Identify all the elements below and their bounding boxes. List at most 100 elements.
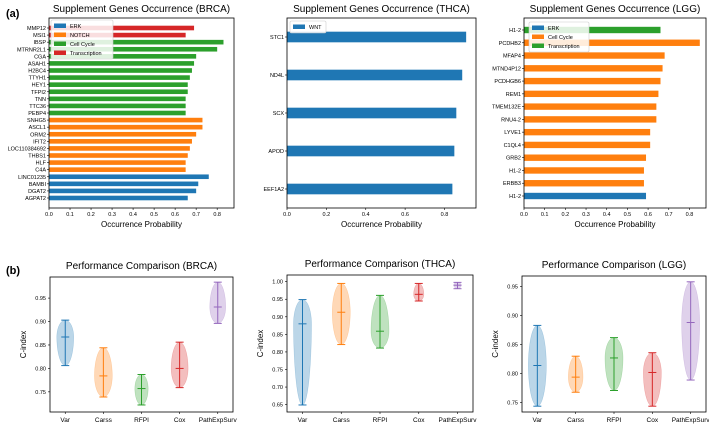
plot-frame [286,17,477,209]
x-axis-label: Occurrence Probability [101,220,182,229]
bar-c1ql4 [524,141,651,149]
x-tick-label: Carss [333,417,351,424]
x-tick-label: RFPI [373,417,388,424]
x-tick-label: 0.1 [66,212,74,218]
x-tick-label: RFPI [134,417,149,424]
bar-apod [287,145,455,157]
bar-msi1 [49,32,186,38]
x-axis-label: Occurrence Probability [341,220,422,229]
y-tick-label: 0.80 [272,350,283,356]
bar-nd4l [287,69,463,81]
x-tick-label: 0.0 [520,212,528,218]
x-tick-label: 0.8 [213,212,221,218]
y-tick-label: MTND4P12 [492,66,521,72]
bar-h2bc4 [49,68,192,73]
x-tick-label: 0.8 [686,212,694,218]
y-tick-label: 0.85 [272,332,283,338]
y-tick-label: HLF [36,161,47,167]
x-tick-label: 0.8 [441,212,449,218]
bar-hlf [49,160,186,165]
y-tick-label: 0.80 [35,366,46,372]
chart-title: Supplement Genes Occurrence (BRCA) [53,4,230,15]
chart-0: Supplement Genes Occurrence (BRCA) MMP12 M… [8,4,235,229]
legend-label: Cell Cycle [548,35,573,41]
legend-swatch [532,43,544,48]
bar-ttyh1 [49,75,190,80]
bar-rnu4-2 [524,116,657,123]
bar-grb2 [524,154,647,161]
x-tick-label: Cox [413,417,425,424]
y-tick-label: TMEM132E [492,105,521,111]
plot-frame [521,275,707,413]
y-tick-label: IFIT2 [33,139,46,145]
y-tick-label: STC1 [270,35,284,41]
y-axis-label: C-index [491,330,500,358]
chart-title: Supplement Genes Occurrence (THCA) [293,4,470,15]
bar-pcdhb2 [524,39,700,46]
bar-pcdhgb6 [524,77,661,85]
x-tick-label: 0.3 [108,212,116,218]
y-tick-label: APOD [268,149,284,155]
bar-mtrnr2l1 [49,46,218,52]
y-tick-label: SNHG5 [27,118,46,124]
y-tick-label: C1QL4 [504,143,521,149]
chart-5: Performance Comparison (LGG) Var Carss RFPI… [491,260,709,424]
y-tick-label: 0.75 [507,401,518,407]
x-tick-label: 0.6 [644,212,652,218]
y-tick-label: 1.00 [272,280,283,286]
y-tick-label: 0.75 [272,367,283,373]
y-tick-label: 0.65 [272,403,283,409]
y-tick-label: RNU4-2 [501,117,521,123]
y-tick-label: 0.95 [272,297,283,303]
bar-tfpi2 [49,89,188,95]
legend-label: WNT [309,25,322,31]
x-tick-label: Cox [647,417,659,424]
bar-hey1 [49,82,188,87]
x-tick-label: 0.4 [129,212,137,218]
bar-ascl1 [49,124,203,130]
x-tick-label: Carss [95,417,113,424]
bar-tnn [49,96,186,102]
bar-ibsp [49,39,224,45]
x-tick-label: 0.7 [192,212,200,218]
y-tick-label: LYVE1 [504,130,521,136]
x-tick-label: 0.3 [582,212,590,218]
plot-frame [523,17,707,209]
y-tick-label: ND4L [270,73,284,79]
bar-orm2 [49,131,197,137]
y-tick-label: MTRNR2L1 [17,47,46,53]
x-tick-label: PathExpSurv [672,417,709,424]
x-tick-label: Var [533,417,543,424]
legend [50,19,114,60]
chart-title: Supplement Genes Occurrence (LGG) [530,4,701,15]
y-axis-label: C-index [19,331,28,359]
y-tick-label: BAMBI [29,182,47,188]
bar-snhg5 [49,117,203,123]
bar-stc1 [287,31,467,43]
x-tick-label: Var [60,417,70,424]
bar-h1-2 [524,26,661,34]
chart-title: Performance Comparison (THCA) [305,259,456,270]
x-tick-label: 0.7 [665,212,673,218]
bar-cga [49,54,197,59]
x-tick-label: PathExpSurv [199,417,238,424]
y-tick-label: 0.95 [507,284,518,290]
legend-swatch [54,32,66,37]
y-tick-label: CGA [34,54,46,60]
bar-tmem132e [524,103,657,110]
plot-frame [48,17,235,209]
bar-erbb3 [524,180,644,187]
bar-ttc36 [49,103,186,109]
chart-title: Performance Comparison (LGG) [542,260,687,271]
bar-lyve1 [524,128,651,136]
y-tick-label: THBS1 [28,154,46,160]
legend-swatch [54,50,66,55]
x-tick-label: 0.1 [541,212,549,218]
legend-swatch [54,23,66,28]
y-tick-label: H1-2 [509,168,521,174]
y-tick-label: 0.85 [507,343,518,349]
x-tick-label: Cox [174,417,186,424]
y-tick-label: MMP12 [27,26,46,32]
chart-3: Performance Comparison (BRCA) Var Carss RFP… [19,261,237,424]
y-tick-label: PCDHGB6 [494,79,521,85]
